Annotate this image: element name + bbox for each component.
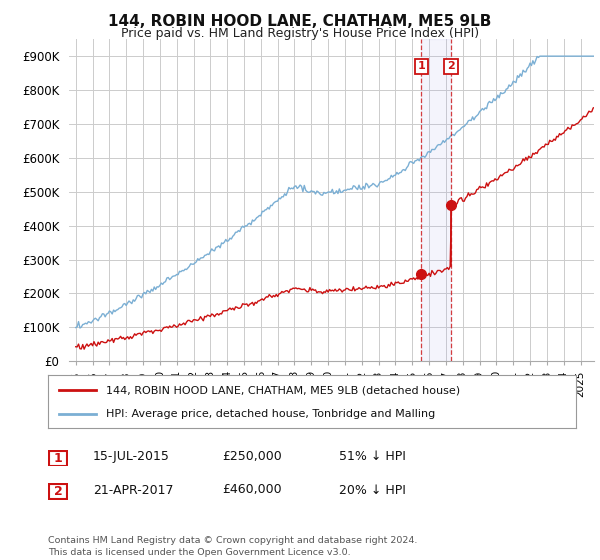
Text: 144, ROBIN HOOD LANE, CHATHAM, ME5 9LB (detached house): 144, ROBIN HOOD LANE, CHATHAM, ME5 9LB (… <box>106 385 460 395</box>
Text: 20% ↓ HPI: 20% ↓ HPI <box>339 483 406 497</box>
Text: Contains HM Land Registry data © Crown copyright and database right 2024.
This d: Contains HM Land Registry data © Crown c… <box>48 536 418 557</box>
Text: 2: 2 <box>447 61 455 71</box>
Text: Price paid vs. HM Land Registry's House Price Index (HPI): Price paid vs. HM Land Registry's House … <box>121 27 479 40</box>
Text: 21-APR-2017: 21-APR-2017 <box>93 483 173 497</box>
Text: 15-JUL-2015: 15-JUL-2015 <box>93 450 170 463</box>
FancyBboxPatch shape <box>49 484 67 500</box>
Text: 144, ROBIN HOOD LANE, CHATHAM, ME5 9LB: 144, ROBIN HOOD LANE, CHATHAM, ME5 9LB <box>109 14 491 29</box>
Bar <box>421 39 451 361</box>
Text: 1: 1 <box>418 61 425 71</box>
Text: HPI: Average price, detached house, Tonbridge and Malling: HPI: Average price, detached house, Tonb… <box>106 408 436 418</box>
Text: 2: 2 <box>53 485 62 498</box>
Text: 51% ↓ HPI: 51% ↓ HPI <box>339 450 406 463</box>
Text: 1: 1 <box>53 451 62 465</box>
Text: £250,000: £250,000 <box>222 450 282 463</box>
Text: £460,000: £460,000 <box>222 483 281 497</box>
FancyBboxPatch shape <box>49 450 67 466</box>
